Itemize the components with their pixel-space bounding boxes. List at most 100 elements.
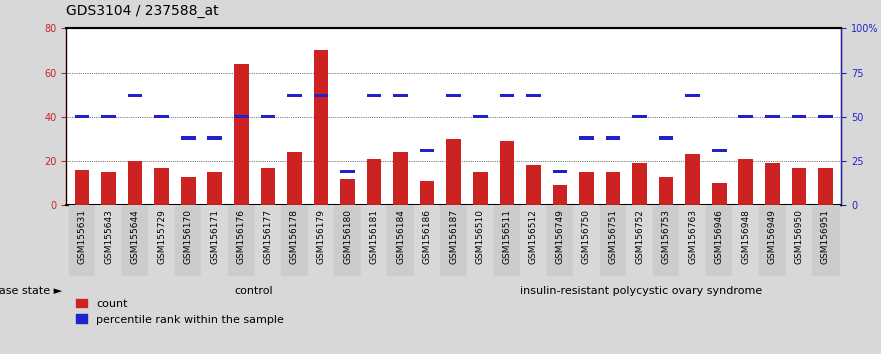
Bar xyxy=(574,205,600,276)
Bar xyxy=(447,139,461,205)
Bar xyxy=(732,205,759,276)
Text: GSM155644: GSM155644 xyxy=(130,209,139,264)
Bar xyxy=(791,168,806,205)
Bar xyxy=(546,205,574,276)
Bar xyxy=(366,94,381,97)
Bar xyxy=(228,205,255,276)
Bar xyxy=(473,172,487,205)
Text: control: control xyxy=(233,286,272,296)
Bar xyxy=(393,94,408,97)
Text: GSM156948: GSM156948 xyxy=(741,209,751,264)
Bar xyxy=(202,205,228,276)
Text: GSM156180: GSM156180 xyxy=(343,209,352,264)
Bar xyxy=(685,154,700,205)
Bar xyxy=(69,205,95,276)
Text: GSM156763: GSM156763 xyxy=(688,209,697,264)
Bar xyxy=(626,205,653,276)
Bar xyxy=(659,177,673,205)
Bar xyxy=(234,64,248,205)
Bar xyxy=(679,205,706,276)
Bar xyxy=(765,115,780,119)
Bar xyxy=(606,172,620,205)
Bar xyxy=(154,115,169,119)
Bar xyxy=(128,161,143,205)
Bar xyxy=(440,205,467,276)
Bar xyxy=(255,205,281,276)
Bar xyxy=(633,115,647,119)
Bar xyxy=(500,94,515,97)
Bar xyxy=(181,177,196,205)
Bar xyxy=(181,136,196,140)
Bar xyxy=(314,51,329,205)
Text: GSM156946: GSM156946 xyxy=(714,209,723,264)
Bar xyxy=(552,185,567,205)
Bar xyxy=(447,94,461,97)
Bar xyxy=(791,115,806,119)
Bar xyxy=(579,136,594,140)
Text: GSM156950: GSM156950 xyxy=(795,209,803,264)
Bar xyxy=(281,205,307,276)
Bar xyxy=(101,115,116,119)
Bar xyxy=(653,205,679,276)
Bar xyxy=(154,168,169,205)
Text: GSM155643: GSM155643 xyxy=(104,209,113,264)
Text: GSM156176: GSM156176 xyxy=(237,209,246,264)
Bar xyxy=(361,205,388,276)
Bar xyxy=(388,205,414,276)
Text: GSM156186: GSM156186 xyxy=(423,209,432,264)
Bar xyxy=(818,168,833,205)
Bar xyxy=(600,205,626,276)
Bar xyxy=(234,115,248,119)
Bar xyxy=(314,94,329,97)
Bar xyxy=(393,152,408,205)
Text: GSM156181: GSM156181 xyxy=(369,209,379,264)
Bar xyxy=(738,159,753,205)
Bar xyxy=(606,136,620,140)
Bar xyxy=(759,205,786,276)
Text: GSM156170: GSM156170 xyxy=(184,209,193,264)
Text: GSM156187: GSM156187 xyxy=(449,209,458,264)
Bar xyxy=(128,94,143,97)
Bar xyxy=(261,115,275,119)
Text: GSM156512: GSM156512 xyxy=(529,209,538,264)
Text: GSM156753: GSM156753 xyxy=(662,209,670,264)
Bar xyxy=(148,205,175,276)
Bar xyxy=(175,205,202,276)
Bar xyxy=(467,205,493,276)
Bar xyxy=(526,166,541,205)
Bar xyxy=(552,170,567,173)
Text: GSM156177: GSM156177 xyxy=(263,209,272,264)
Bar xyxy=(500,141,515,205)
Bar xyxy=(473,115,487,119)
Bar xyxy=(101,172,116,205)
Text: GSM156951: GSM156951 xyxy=(821,209,830,264)
Text: GSM156184: GSM156184 xyxy=(396,209,405,264)
Text: GSM156749: GSM156749 xyxy=(555,209,565,264)
Bar xyxy=(685,94,700,97)
Bar xyxy=(334,205,361,276)
Bar xyxy=(287,152,301,205)
Text: GSM156511: GSM156511 xyxy=(502,209,511,264)
Bar xyxy=(712,183,727,205)
Text: GDS3104 / 237588_at: GDS3104 / 237588_at xyxy=(66,4,218,18)
Bar xyxy=(340,170,355,173)
Bar xyxy=(75,115,89,119)
Bar xyxy=(786,205,812,276)
Text: GSM156178: GSM156178 xyxy=(290,209,299,264)
Text: GSM156179: GSM156179 xyxy=(316,209,325,264)
Bar xyxy=(207,172,222,205)
Text: GSM156949: GSM156949 xyxy=(768,209,777,264)
Bar xyxy=(738,115,753,119)
Text: GSM156510: GSM156510 xyxy=(476,209,485,264)
Text: GSM156751: GSM156751 xyxy=(609,209,618,264)
Bar xyxy=(287,94,301,97)
Bar xyxy=(420,181,434,205)
Text: GSM155631: GSM155631 xyxy=(78,209,86,264)
Bar xyxy=(340,179,355,205)
Bar xyxy=(366,159,381,205)
Bar xyxy=(712,149,727,152)
Bar xyxy=(493,205,520,276)
Text: GSM156752: GSM156752 xyxy=(635,209,644,264)
Bar xyxy=(95,205,122,276)
Legend: count, percentile rank within the sample: count, percentile rank within the sample xyxy=(71,294,288,329)
